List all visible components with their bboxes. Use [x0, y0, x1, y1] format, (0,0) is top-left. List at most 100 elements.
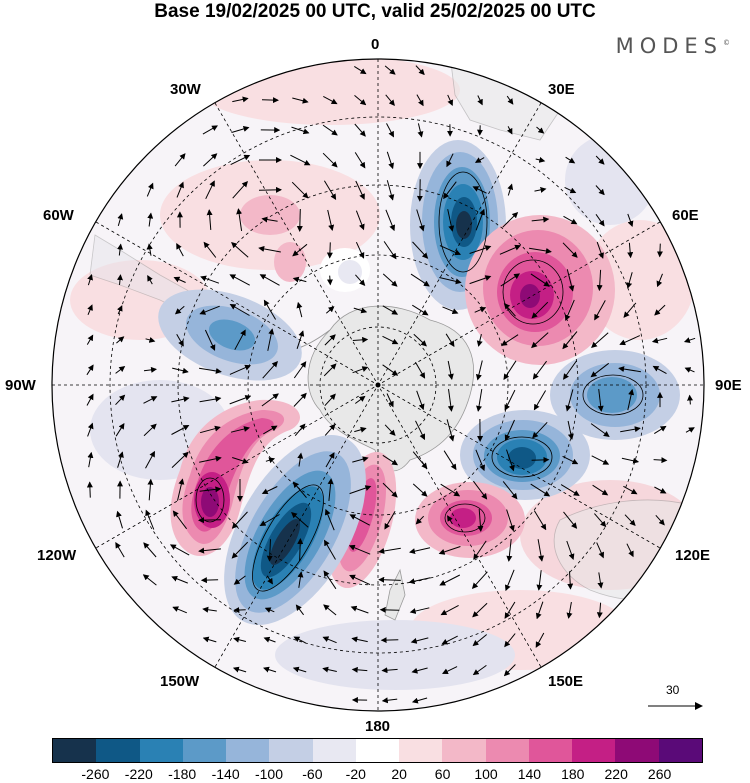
wind-arrow [86, 393, 94, 406]
wind-arrow [199, 305, 220, 315]
wind-arrow [507, 183, 514, 196]
wind-arrow [229, 274, 250, 286]
wind-arrow [472, 664, 487, 676]
wind-arrow [293, 392, 307, 407]
wind-arrow [295, 604, 305, 616]
wind-arrow [263, 299, 277, 320]
wind-arrow [626, 543, 634, 558]
wind-arrow [348, 544, 371, 555]
scale-vector-label: 30 [666, 683, 680, 697]
wind-arrow [177, 478, 185, 501]
wind-arrow [440, 483, 461, 497]
wind-arrow [535, 156, 546, 163]
wind-arrow [171, 396, 190, 403]
wind-arrow [531, 216, 550, 223]
wind-arrow [506, 126, 513, 135]
wind-arrow [355, 395, 366, 404]
wind-arrow [499, 244, 522, 255]
wind-arrow [415, 515, 425, 525]
wind-arrow [87, 451, 94, 468]
wind-arrow [200, 577, 219, 584]
wind-arrow [145, 336, 156, 343]
wind-arrow [115, 542, 125, 558]
colorbar-tick-label: -100 [254, 766, 284, 782]
wind-arrow [290, 154, 311, 166]
wind-arrow [355, 241, 365, 259]
wind-arrow [200, 275, 220, 284]
lon-label-120w: 120W [37, 547, 77, 564]
wind-arrow [411, 697, 428, 704]
wind-arrow [447, 94, 453, 107]
wind-arrow [619, 335, 641, 346]
wind-arrow [533, 390, 547, 411]
colorbar-tick-label: -180 [168, 766, 197, 782]
wind-arrow [202, 606, 217, 613]
wind-arrow [506, 95, 514, 105]
wind-arrow [472, 186, 487, 194]
wind-arrow [232, 666, 247, 673]
wind-arrow [592, 484, 609, 496]
lon-label-60w: 60W [43, 207, 74, 224]
wind-arrow [567, 571, 574, 590]
colorbar [52, 738, 703, 763]
wind-arrow [203, 241, 217, 258]
wind-arrow [416, 94, 424, 107]
wind-arrow [382, 305, 399, 315]
lon-label-30e: 30E [548, 81, 575, 98]
wind-arrow [296, 208, 303, 232]
wind-arrow [297, 538, 304, 562]
wind-arrow [265, 457, 276, 464]
wind-arrow [261, 393, 279, 407]
wind-arrow [202, 636, 217, 643]
wind-arrow [355, 274, 366, 286]
wind-arrow [86, 334, 94, 345]
lon-label-0: 0 [371, 36, 380, 53]
wind-arrow [259, 274, 280, 286]
wind-arrow [354, 95, 367, 106]
wind-arrow [232, 457, 249, 464]
colorbar-segment [226, 739, 270, 762]
wind-arrow [115, 422, 125, 437]
wind-arrow [292, 97, 309, 104]
wind-arrow [537, 539, 544, 562]
wind-arrow [596, 542, 605, 559]
wind-arrow [174, 153, 186, 167]
colorbar-segment [269, 739, 313, 762]
wind-arrow [683, 337, 696, 343]
wind-arrow [117, 274, 123, 285]
wind-arrow [386, 123, 394, 138]
wind-arrow [258, 245, 281, 253]
wind-arrow [354, 152, 366, 169]
wind-arrow [531, 332, 549, 349]
wind-arrow [684, 367, 695, 373]
wind-arrow [386, 151, 394, 170]
wind-arrow [204, 329, 216, 351]
wind-arrow [595, 185, 605, 196]
wind-arrow [384, 65, 396, 75]
wind-arrow [475, 208, 485, 231]
wind-arrow [349, 514, 370, 526]
wind-arrow [146, 243, 153, 256]
wind-arrow [233, 575, 246, 585]
wind-arrow [443, 450, 457, 471]
wind-arrow [198, 547, 221, 554]
colorbar-tick-label: -260 [81, 766, 110, 782]
wind-arrow [596, 269, 603, 292]
lon-label-150e: 150E [548, 673, 584, 690]
wind-arrow [323, 180, 337, 201]
colorbar-tick-label: 220 [604, 766, 628, 782]
wind-arrow [446, 419, 455, 442]
anomaly-center-140E-positive [415, 482, 525, 558]
wind-arrow [560, 484, 580, 496]
wind-arrow [590, 362, 610, 378]
colorbar-tick-label: -140 [211, 766, 240, 782]
wind-arrow [597, 389, 604, 412]
wind-arrow [411, 667, 428, 674]
wind-arrow [594, 513, 607, 528]
wind-arrow [412, 304, 429, 316]
wind-arrow [382, 364, 399, 376]
wind-arrow [203, 153, 218, 167]
wind-arrow [447, 360, 454, 380]
wind-arrow [291, 181, 309, 199]
